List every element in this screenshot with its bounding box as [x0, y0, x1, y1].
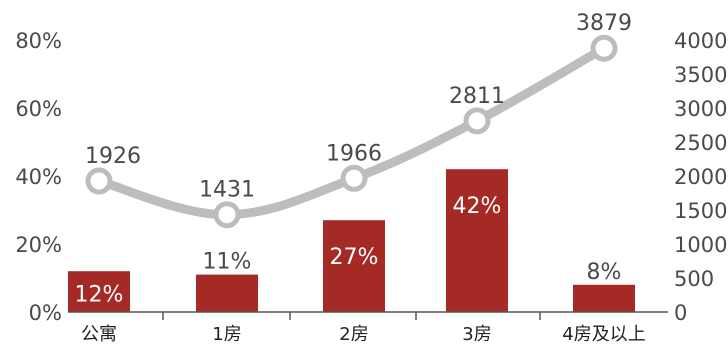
line-point — [590, 34, 618, 62]
left-tick-label: 40% — [15, 165, 62, 189]
right-tick-label: 0 — [674, 301, 687, 325]
bar — [68, 271, 130, 312]
right-tick-label: 1500 — [674, 199, 727, 223]
line-point — [85, 167, 113, 195]
left-tick-label: 60% — [15, 97, 62, 121]
x-tick-label: 1房 — [212, 324, 241, 345]
line-value-label: 1926 — [85, 144, 141, 169]
right-tick-label: 2000 — [674, 165, 727, 189]
line-point — [213, 201, 241, 229]
line-value-label: 1431 — [199, 178, 255, 203]
bar-series: 12% 11% 27% 42% 8% — [68, 169, 635, 312]
line-point — [463, 107, 491, 135]
x-tick-label: 4房及以上 — [562, 324, 645, 345]
right-tick-label: 1000 — [674, 233, 727, 257]
line-value-label: 3879 — [576, 11, 632, 36]
bar-value-label: 27% — [330, 245, 379, 270]
x-axis: 公寓 1房 2房 3房 4房及以上 — [68, 311, 668, 345]
bar-value-label: 42% — [453, 194, 502, 219]
line-value-label: 1966 — [326, 141, 382, 166]
bar-value-label: 8% — [587, 260, 622, 285]
right-tick-label: 4000 — [674, 29, 727, 53]
bar-value-label: 12% — [75, 283, 124, 308]
right-tick-label: 3500 — [674, 63, 727, 87]
bar — [446, 169, 508, 312]
right-tick-label: 3000 — [674, 97, 727, 121]
line-series: 1926 1431 1966 2811 3879 — [85, 11, 632, 229]
bar — [196, 274, 258, 312]
left-y-axis: 0% 20% 40% 60% 80% — [15, 29, 62, 325]
bar — [323, 220, 385, 312]
right-y-axis: 0 500 1000 1500 2000 2500 3000 3500 4000 — [674, 29, 727, 325]
right-tick-label: 500 — [674, 267, 714, 291]
x-tick-label: 2房 — [339, 324, 368, 345]
x-tick-label: 公寓 — [81, 324, 117, 345]
left-tick-label: 0% — [29, 301, 62, 325]
right-tick-label: 2500 — [674, 131, 727, 155]
left-tick-label: 20% — [15, 233, 62, 257]
x-tick-label: 3房 — [462, 324, 491, 345]
line-point — [340, 164, 368, 192]
line-value-label: 2811 — [449, 84, 505, 109]
left-tick-label: 80% — [15, 29, 62, 53]
bar — [573, 284, 635, 312]
bar-value-label: 11% — [203, 250, 252, 275]
